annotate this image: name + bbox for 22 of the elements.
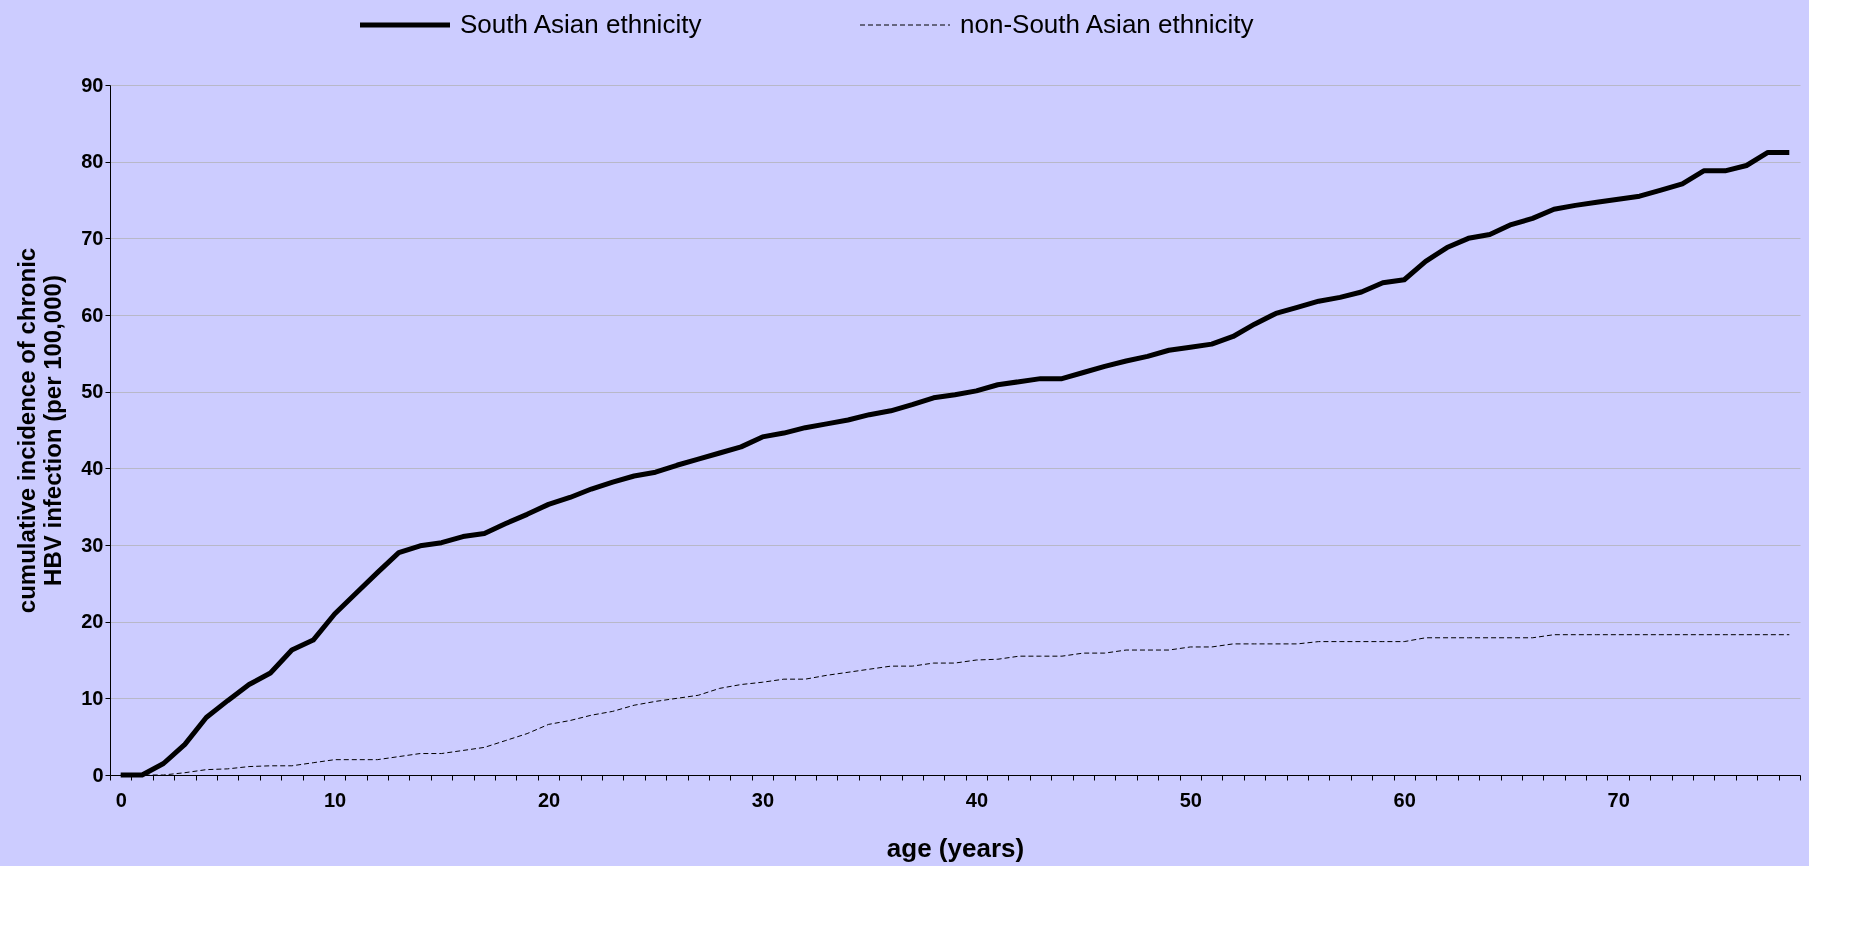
x-tick-label: 30 bbox=[751, 788, 775, 811]
y-tick-label: 30 bbox=[81, 533, 104, 556]
y-tick-label: 80 bbox=[81, 150, 104, 173]
x-tick-label: 70 bbox=[1607, 788, 1630, 811]
x-tick-label: 10 bbox=[324, 788, 347, 811]
x-tick-label: 60 bbox=[1393, 788, 1416, 811]
y-tick-label: 20 bbox=[81, 610, 104, 633]
legend-label: non-South Asian ethnicity bbox=[960, 9, 1254, 39]
y-tick-label: 60 bbox=[81, 303, 104, 326]
y-tick-label: 50 bbox=[81, 380, 104, 403]
x-axis-title: age (years) bbox=[886, 832, 1025, 863]
x-tick-label: 0 bbox=[115, 788, 127, 811]
y-tick-label: 40 bbox=[81, 456, 104, 479]
x-tick-label: 50 bbox=[1179, 788, 1202, 811]
x-tick-label: 20 bbox=[537, 788, 561, 811]
y-tick-label: 90 bbox=[81, 73, 104, 96]
y-tick-label: 10 bbox=[81, 686, 104, 709]
y-axis-title: cumulative incidence of chronic HBV infection (per 100,000) bbox=[13, 247, 67, 614]
y-tick-label: 0 bbox=[92, 763, 104, 786]
y-tick-label: 70 bbox=[81, 226, 104, 249]
legend-label: South Asian ethnicity bbox=[460, 9, 702, 39]
x-tick-label: 40 bbox=[965, 788, 989, 811]
